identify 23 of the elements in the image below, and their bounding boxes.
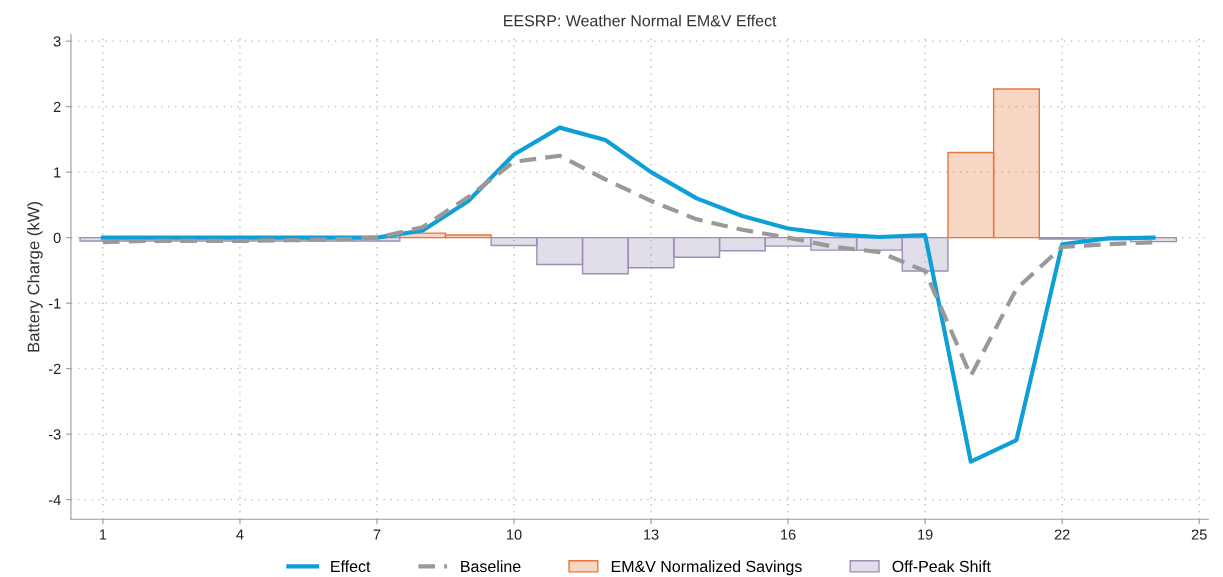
y-tick-label: 0 bbox=[53, 232, 61, 244]
chart-title: EESRP: Weather Normal EM&V Effect bbox=[504, 14, 777, 27]
x-tick-label: 10 bbox=[507, 529, 522, 540]
x-tick-label: 16 bbox=[781, 529, 796, 540]
legend-label: Baseline bbox=[461, 560, 521, 573]
x-tick-label: 1 bbox=[99, 529, 107, 540]
x-tick-label: 25 bbox=[1191, 529, 1207, 540]
y-axis-title: Battery Charge (kW) bbox=[27, 202, 43, 352]
x-tick-label: 22 bbox=[1054, 529, 1070, 540]
y-tick-label: -4 bbox=[48, 494, 61, 505]
legend-label: EM&V Normalized Savings bbox=[611, 560, 802, 576]
y-tick-label: -1 bbox=[48, 298, 61, 309]
x-tick-label: 7 bbox=[373, 529, 381, 540]
y-tick-label: -3 bbox=[48, 429, 61, 440]
x-tick-label: 4 bbox=[236, 529, 244, 540]
y-tick-label: -2 bbox=[48, 363, 61, 374]
y-tick-label: 3 bbox=[53, 36, 61, 47]
x-tick-label: 19 bbox=[918, 529, 933, 540]
legend-label: Off-Peak Shift bbox=[892, 560, 991, 573]
x-tick-label: 13 bbox=[644, 529, 659, 540]
legend-label: Effect bbox=[331, 560, 371, 573]
y-tick-label: 2 bbox=[53, 101, 61, 112]
y-tick-label: 1 bbox=[54, 167, 61, 178]
